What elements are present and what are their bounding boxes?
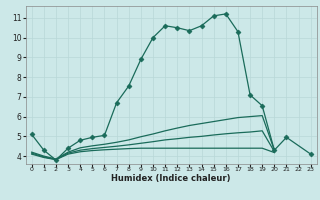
X-axis label: Humidex (Indice chaleur): Humidex (Indice chaleur) [111,174,231,183]
